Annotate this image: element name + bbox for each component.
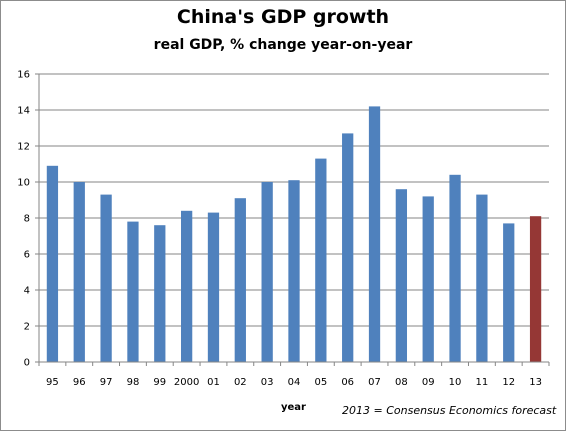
chart-note: 2013 = Consensus Economics forecast: [342, 404, 557, 417]
x-tick-label: 08: [395, 377, 408, 388]
bar-96: [73, 182, 85, 362]
y-tick-label: 0: [24, 358, 30, 369]
x-tick-label: 96: [73, 377, 86, 388]
x-tick-label: 95: [46, 377, 59, 388]
bar-10: [449, 174, 461, 362]
bar-02: [234, 198, 246, 362]
chart-subtitle: real GDP, % change year-on-year: [153, 37, 413, 53]
bar-2000: [180, 210, 193, 362]
x-tick-label: 04: [288, 377, 301, 388]
bar-07: [368, 106, 381, 363]
bar-12: [503, 223, 515, 362]
x-tick-label: 09: [422, 377, 435, 388]
x-tick-label: 98: [127, 377, 140, 388]
x-tick-label: 05: [314, 377, 327, 388]
y-tick-label: 16: [17, 70, 30, 81]
x-axis-title: year: [281, 402, 306, 413]
bar-05: [315, 158, 327, 362]
bar-98: [127, 221, 139, 362]
bar-01: [207, 212, 220, 362]
y-tick-label: 14: [17, 106, 30, 117]
x-tick-label: 06: [341, 377, 354, 388]
bar-95: [46, 165, 59, 362]
bar-04: [288, 180, 300, 362]
bar-06: [342, 133, 354, 362]
y-tick-label: 6: [24, 250, 30, 261]
bar-11: [476, 194, 488, 362]
y-tick-label: 2: [24, 322, 30, 333]
chart-title: China's GDP growth: [176, 6, 390, 28]
bar-99: [154, 225, 166, 362]
x-tick-label: 97: [100, 377, 113, 388]
x-tick-label: 2000: [174, 377, 199, 388]
y-tick-label: 4: [24, 286, 30, 297]
x-tick-label: 01: [207, 377, 220, 388]
bar-13: [529, 216, 542, 362]
x-tick-label: 07: [368, 377, 381, 388]
bar-08: [395, 189, 408, 362]
bar-03: [261, 182, 273, 362]
x-tick-label: 11: [476, 377, 489, 388]
axes: [35, 73, 550, 366]
bar-97: [100, 194, 112, 362]
x-tick-label: 13: [529, 377, 542, 388]
x-tick-label: 02: [234, 377, 247, 388]
x-tick-label: 03: [261, 377, 274, 388]
bars: [46, 106, 542, 363]
x-tick-label: 99: [153, 377, 166, 388]
bar-09: [422, 196, 434, 362]
x-tick-label: 10: [449, 377, 462, 388]
y-tick-label: 8: [24, 214, 30, 225]
y-tick-label: 12: [17, 142, 30, 153]
y-tick-label: 10: [17, 178, 30, 189]
x-tick-label: 12: [502, 377, 515, 388]
